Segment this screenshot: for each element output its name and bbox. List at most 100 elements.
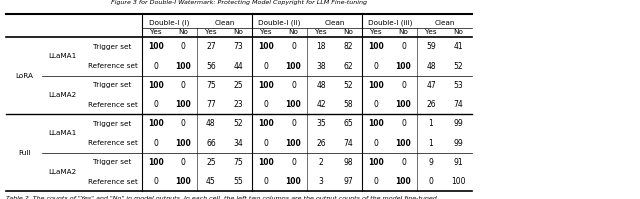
Text: 48: 48: [426, 61, 436, 70]
Text: 0: 0: [374, 177, 378, 186]
Text: LLaMA1: LLaMA1: [48, 53, 77, 59]
Text: 35: 35: [316, 119, 326, 128]
Text: 52: 52: [454, 61, 463, 70]
Text: 38: 38: [316, 61, 326, 70]
Text: 0: 0: [401, 42, 406, 51]
Text: 100: 100: [148, 119, 164, 128]
Text: 48: 48: [316, 81, 326, 90]
Text: 0: 0: [264, 177, 268, 186]
Text: Table 2. The counts of "Yes" and "No" in model outputs. In each cell, the left t: Table 2. The counts of "Yes" and "No" in…: [6, 196, 437, 199]
Text: 0: 0: [291, 42, 296, 51]
Text: 52: 52: [344, 81, 353, 90]
Text: 0: 0: [401, 81, 406, 90]
Text: Trigger set: Trigger set: [93, 159, 132, 165]
Text: 52: 52: [234, 119, 243, 128]
Text: 100: 100: [175, 100, 191, 109]
Text: 0: 0: [181, 42, 186, 51]
Text: No: No: [399, 29, 408, 35]
Text: 0: 0: [374, 61, 378, 70]
Text: 0: 0: [291, 158, 296, 167]
Text: 0: 0: [264, 139, 268, 147]
Text: Yes: Yes: [370, 29, 382, 35]
Text: 99: 99: [454, 139, 463, 147]
Text: 100: 100: [396, 100, 412, 109]
Text: 100: 100: [258, 119, 274, 128]
Text: 18: 18: [316, 42, 326, 51]
Text: 3: 3: [319, 177, 323, 186]
Text: No: No: [344, 29, 353, 35]
Text: 100: 100: [258, 81, 274, 90]
Text: 42: 42: [316, 100, 326, 109]
Text: 100: 100: [148, 158, 164, 167]
Text: No: No: [179, 29, 188, 35]
Text: 0: 0: [181, 158, 186, 167]
Text: 0: 0: [264, 100, 268, 109]
Text: 0: 0: [181, 81, 186, 90]
Text: 58: 58: [344, 100, 353, 109]
Text: Trigger set: Trigger set: [93, 82, 132, 88]
Text: 9: 9: [429, 158, 433, 167]
Text: Yes: Yes: [150, 29, 162, 35]
Text: Yes: Yes: [315, 29, 327, 35]
Text: 44: 44: [234, 61, 243, 70]
Text: 0: 0: [429, 177, 433, 186]
Text: 100: 100: [148, 42, 164, 51]
Text: 0: 0: [291, 81, 296, 90]
Text: 45: 45: [206, 177, 216, 186]
Text: 99: 99: [454, 119, 463, 128]
Text: 65: 65: [344, 119, 353, 128]
Text: Trigger set: Trigger set: [93, 44, 132, 50]
Text: LoRA: LoRA: [15, 73, 33, 79]
Text: 0: 0: [154, 139, 158, 147]
Text: 26: 26: [316, 139, 326, 147]
Text: 1: 1: [429, 139, 433, 147]
Text: Yes: Yes: [425, 29, 437, 35]
Text: No: No: [289, 29, 298, 35]
Text: 100: 100: [368, 81, 384, 90]
Text: 100: 100: [368, 119, 384, 128]
Text: 41: 41: [454, 42, 463, 51]
Text: Clean: Clean: [324, 20, 345, 26]
Text: 100: 100: [368, 42, 384, 51]
Text: 100: 100: [175, 139, 191, 147]
Text: Clean: Clean: [214, 20, 235, 26]
Text: Clean: Clean: [435, 20, 455, 26]
Text: 0: 0: [291, 119, 296, 128]
Text: No: No: [234, 29, 243, 35]
Text: Double-I (i): Double-I (i): [149, 20, 190, 26]
Text: 100: 100: [451, 177, 466, 186]
Text: 2: 2: [319, 158, 323, 167]
Text: 1: 1: [429, 119, 433, 128]
Text: 73: 73: [234, 42, 243, 51]
Text: 100: 100: [285, 139, 301, 147]
Text: 56: 56: [206, 61, 216, 70]
Text: LLaMA1: LLaMA1: [48, 130, 77, 137]
Text: Figure 3 for Double-I Watermark: Protecting Model Copyright for LLM Fine-tuning: Figure 3 for Double-I Watermark: Protect…: [111, 0, 367, 5]
Text: 59: 59: [426, 42, 436, 51]
Text: Trigger set: Trigger set: [93, 121, 132, 127]
Text: LLaMA2: LLaMA2: [48, 92, 77, 98]
Text: 98: 98: [344, 158, 353, 167]
Text: 100: 100: [396, 139, 412, 147]
Text: 77: 77: [206, 100, 216, 109]
Text: 100: 100: [368, 158, 384, 167]
Text: 26: 26: [426, 100, 436, 109]
Text: 100: 100: [148, 81, 164, 90]
Text: 0: 0: [154, 177, 158, 186]
Text: 82: 82: [344, 42, 353, 51]
Text: Double-I (iii): Double-I (iii): [367, 20, 412, 26]
Text: 74: 74: [344, 139, 353, 147]
Text: Yes: Yes: [260, 29, 272, 35]
Text: 0: 0: [154, 61, 158, 70]
Text: No: No: [454, 29, 463, 35]
Text: 0: 0: [154, 100, 158, 109]
Text: 100: 100: [396, 177, 412, 186]
Text: 100: 100: [285, 177, 301, 186]
Text: 66: 66: [206, 139, 216, 147]
Text: 25: 25: [206, 158, 216, 167]
Text: 100: 100: [285, 100, 301, 109]
Text: 0: 0: [401, 119, 406, 128]
Text: LLaMA2: LLaMA2: [48, 169, 77, 175]
Text: 53: 53: [454, 81, 463, 90]
Text: Reference set: Reference set: [88, 63, 138, 69]
